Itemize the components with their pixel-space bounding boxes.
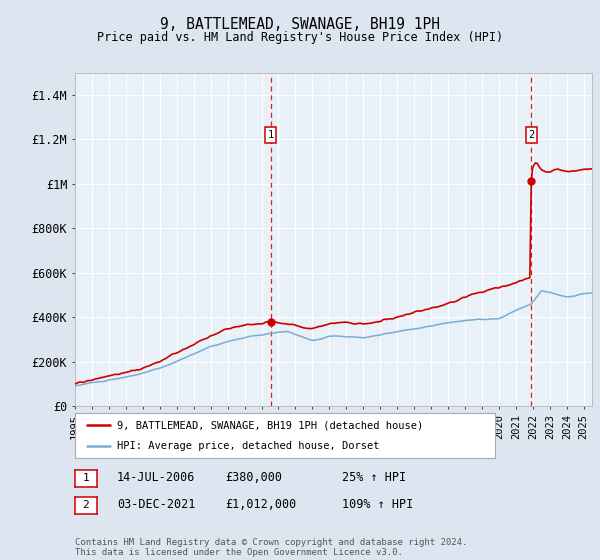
Text: 2: 2 [82,500,89,510]
Text: 25% ↑ HPI: 25% ↑ HPI [342,470,406,484]
Text: 03-DEC-2021: 03-DEC-2021 [117,497,196,511]
Text: 109% ↑ HPI: 109% ↑ HPI [342,497,413,511]
Text: 1: 1 [82,473,89,483]
Text: £1,012,000: £1,012,000 [225,497,296,511]
Text: 1: 1 [268,130,274,140]
Text: Contains HM Land Registry data © Crown copyright and database right 2024.
This d: Contains HM Land Registry data © Crown c… [75,538,467,557]
Text: 9, BATTLEMEAD, SWANAGE, BH19 1PH: 9, BATTLEMEAD, SWANAGE, BH19 1PH [160,17,440,32]
Text: Price paid vs. HM Land Registry's House Price Index (HPI): Price paid vs. HM Land Registry's House … [97,31,503,44]
Text: 14-JUL-2006: 14-JUL-2006 [117,470,196,484]
Text: HPI: Average price, detached house, Dorset: HPI: Average price, detached house, Dors… [117,441,380,451]
Text: 9, BATTLEMEAD, SWANAGE, BH19 1PH (detached house): 9, BATTLEMEAD, SWANAGE, BH19 1PH (detach… [117,420,423,430]
Text: 2: 2 [529,130,535,140]
Text: £380,000: £380,000 [225,470,282,484]
